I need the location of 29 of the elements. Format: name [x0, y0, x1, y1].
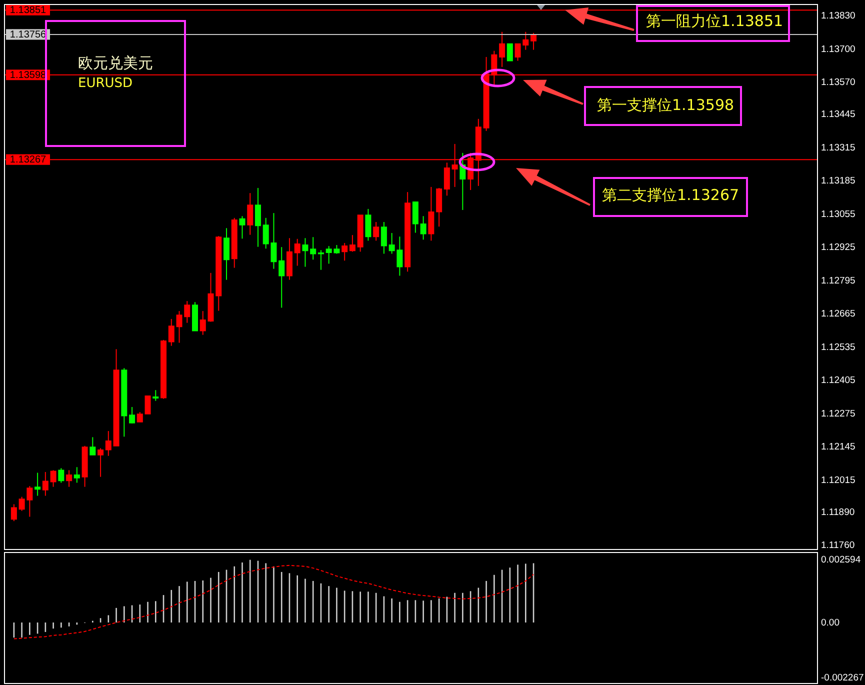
y-tick-label: 1.12275 [821, 408, 856, 420]
y-tick-label: 1.11760 [821, 540, 855, 552]
y-tick-label: 0.00 [821, 618, 840, 629]
y-tick-label: 1.13185 [821, 176, 856, 187]
y-tick-label: 1.13055 [821, 208, 856, 220]
y-tick-label: 1.13700 [821, 44, 856, 55]
y-tick-label: 1.12925 [821, 242, 856, 254]
y-tick-label: 1.13830 [821, 10, 856, 22]
annotation: EURUSD [78, 76, 133, 91]
ref-line-label: 1.13756 [10, 29, 47, 40]
ref-line-label: 1.13851 [10, 5, 47, 16]
y-tick-label: 1.12665 [821, 308, 856, 320]
annotation: 第二支撑位1.13267 [602, 186, 740, 205]
y-tick-label: 1.11890 [821, 506, 855, 518]
annotation: 欧元兑美元 [78, 54, 153, 73]
y-tick-label: 1.12535 [821, 342, 856, 353]
y-tick-label: 0.002594 [821, 554, 861, 566]
y-tick-label: 1.13445 [821, 109, 856, 120]
y-tick-label: 1.12145 [821, 442, 856, 453]
y-tick-label: -0.002267 [821, 672, 864, 684]
y-tick-label: 1.12015 [821, 474, 856, 486]
y-tick-label: 1.13315 [821, 142, 856, 154]
y-tick-label: 1.12405 [821, 375, 856, 386]
annotation: 第一支撑位1.13598 [597, 96, 734, 115]
ref-line-label: 1.13267 [10, 154, 47, 166]
annotation: 第一阻力位1.13851 [646, 12, 784, 31]
ref-line-label: 1.13598 [10, 70, 47, 81]
y-tick-label: 1.12795 [821, 275, 856, 286]
y-tick-label: 1.13570 [821, 77, 856, 88]
